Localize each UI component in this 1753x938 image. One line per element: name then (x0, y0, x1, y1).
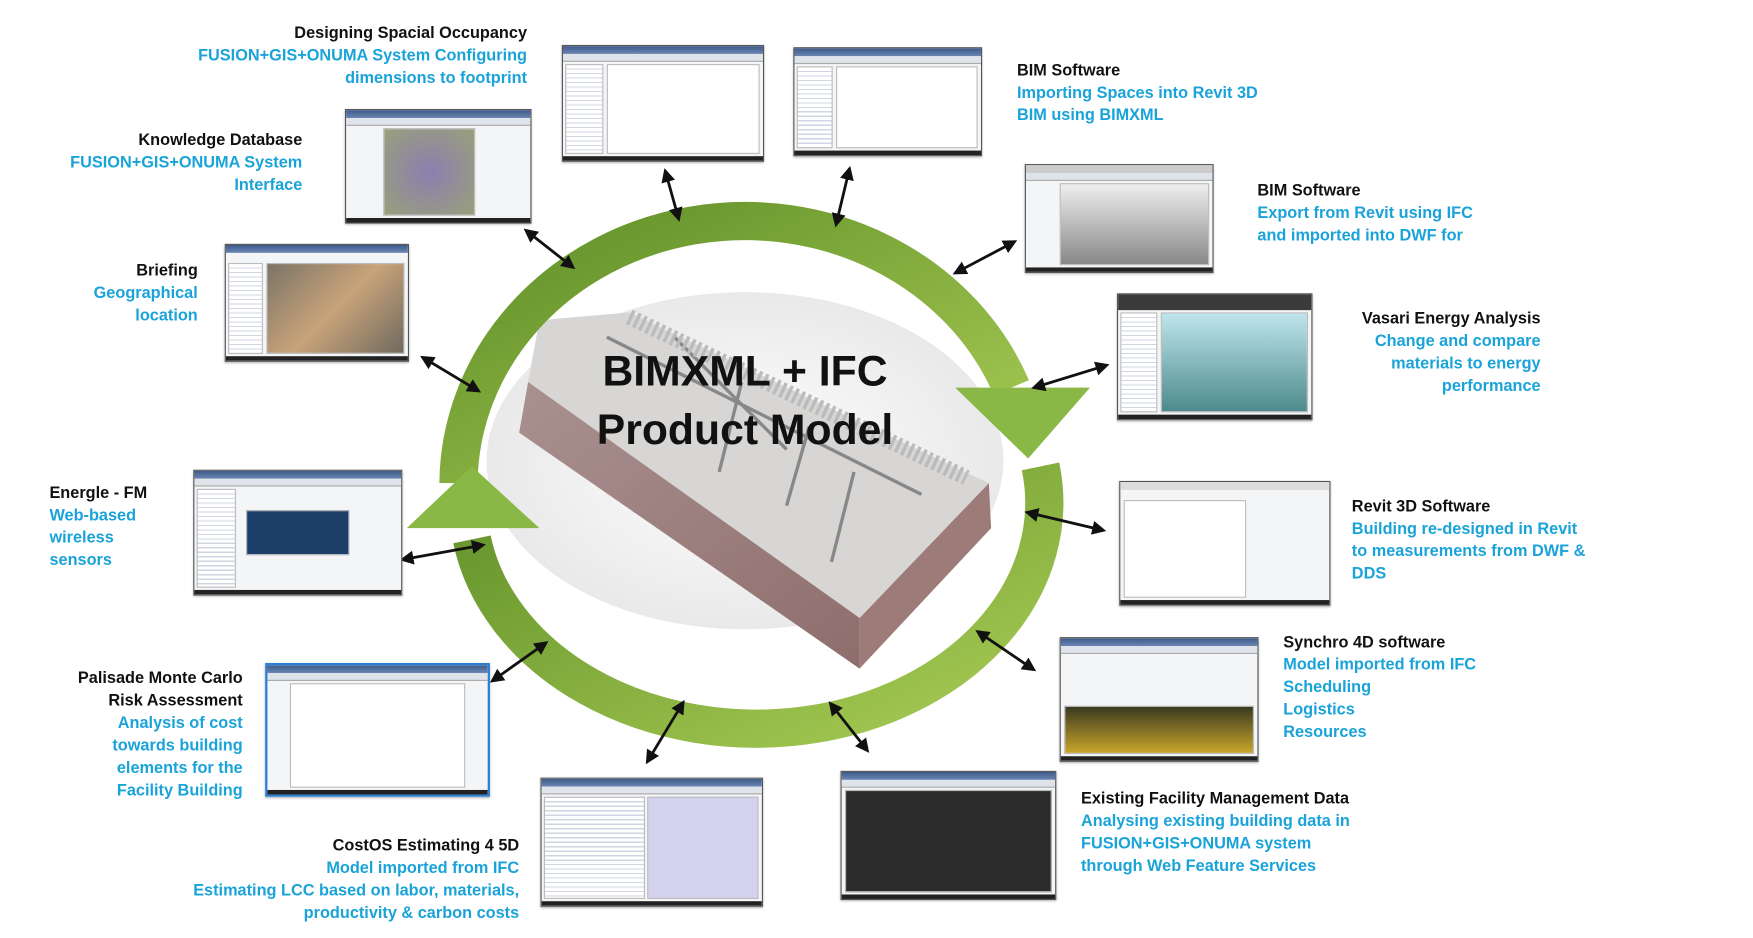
node-designing-spacial-occupancy: Designing Spacial Occupancy FUSION+GIS+O… (198, 22, 527, 89)
node-revit-3d-software: Revit 3D Software Building re-designed i… (1352, 496, 1586, 586)
node-existing-fm-data: Existing Facility Management Data Analys… (1081, 788, 1350, 878)
node-title: BIM Software (1257, 182, 1361, 201)
node-desc: BIM using BIMXML (1016, 106, 1164, 125)
node-desc: wireless (49, 529, 114, 548)
node-desc: Scheduling (1283, 678, 1372, 697)
node-vasari-energy-analysis: Vasari Energy Analysis Change and compar… (1362, 308, 1541, 398)
node-desc: FUSION+GIS+ONUMA System Configuring (198, 47, 528, 66)
node-title: Synchro 4D software (1283, 633, 1446, 652)
node-title: Energle - FM (49, 484, 148, 503)
screenshot-energle-fm (193, 469, 403, 596)
node-desc: Estimating LCC based on labor, materials… (193, 882, 520, 901)
node-bim-software-ifc: BIM Software Export from Revit using IFC… (1257, 180, 1472, 247)
screenshot-revit-3d (1119, 480, 1331, 606)
node-palisade-monte-carlo: Palisade Monte Carlo Risk Assessment Ana… (78, 667, 243, 802)
node-desc: towards building (112, 737, 243, 756)
screenshot-briefing-map (224, 243, 410, 362)
node-desc: productivity & carbon costs (303, 904, 520, 923)
screenshot-synchro-4d (1059, 637, 1259, 762)
ring-arrowhead-left (406, 466, 540, 529)
node-desc: dimensions to footprint (345, 69, 528, 88)
node-title: Briefing (136, 261, 198, 280)
center-title-line2: Product Model (596, 406, 894, 454)
node-energle-fm: Energle - FM Web-based wireless sensors (49, 482, 147, 572)
node-desc: Facility Building (116, 782, 243, 801)
node-desc: Analysis of cost (117, 714, 243, 733)
node-title: Palisade Monte Carlo (77, 669, 243, 688)
node-desc: sensors (49, 551, 112, 570)
connector-arrows (399, 165, 1110, 765)
screenshot-costos-estimating (540, 777, 763, 907)
node-title: Designing Spacial Occupancy (294, 24, 528, 43)
node-costos-estimating: CostOS Estimating 4 5D Model imported fr… (193, 835, 519, 925)
node-desc: location (135, 306, 198, 325)
node-title: Revit 3D Software (1351, 497, 1491, 516)
node-knowledge-database: Knowledge Database FUSION+GIS+ONUMA Syst… (70, 129, 302, 196)
ring-arrow-bottom (453, 462, 1064, 748)
ring-arrow-top (439, 201, 1029, 484)
center-title-line1: BIMXML + IFC (602, 348, 888, 396)
node-title: BIM Software (1016, 61, 1121, 80)
node-desc: Interface (234, 176, 303, 195)
node-desc: elements for the (116, 759, 243, 778)
node-desc: Change and compare (1374, 332, 1541, 351)
node-desc: Analysing existing building data in (1080, 812, 1350, 831)
node-desc: Building re-designed in Revit (1351, 520, 1578, 539)
screenshot-spacial-occupancy (561, 44, 765, 162)
node-desc: Geographical (93, 284, 198, 303)
node-title: Knowledge Database (138, 131, 303, 150)
screenshot-palisade-risk (265, 662, 490, 797)
ring-arrowhead-right (955, 387, 1090, 459)
node-desc: Web-based (49, 506, 137, 525)
node-desc: Resources (1283, 723, 1367, 742)
node-desc: DDS (1351, 565, 1387, 584)
node-desc: Logistics (1283, 701, 1355, 720)
node-desc: Importing Spaces into Revit 3D (1016, 84, 1258, 103)
node-title: Vasari Energy Analysis (1361, 310, 1541, 329)
node-desc: FUSION+GIS+ONUMA system (1080, 834, 1312, 853)
screenshot-vasari-energy (1116, 293, 1313, 421)
building-model-image (486, 292, 1004, 669)
node-briefing: Briefing Geographical location (94, 260, 198, 327)
screenshot-existing-fm-data (840, 770, 1057, 901)
node-title: CostOS Estimating 4 5D (332, 837, 520, 856)
screenshot-bim-ifc-export (1024, 164, 1214, 274)
screenshot-bim-bimxml (793, 47, 983, 157)
node-desc: through Web Feature Services (1080, 857, 1317, 876)
node-title: Existing Facility Management Data (1080, 789, 1350, 808)
node-desc: to measurements from DWF & (1351, 542, 1586, 561)
node-desc: and imported into DWF for (1257, 226, 1463, 245)
node-desc: Model imported from IFC (1283, 656, 1477, 675)
node-desc: performance (1441, 377, 1541, 396)
screenshot-knowledge-database (344, 108, 532, 224)
node-bim-software-bimxml: BIM Software Importing Spaces into Revit… (1017, 60, 1258, 127)
node-desc: FUSION+GIS+ONUMA System (70, 153, 303, 172)
node-desc: Export from Revit using IFC (1257, 204, 1473, 223)
node-synchro-4d: Synchro 4D software Model imported from … (1283, 632, 1476, 744)
node-desc: materials to energy (1391, 355, 1541, 374)
node-title-line2: Risk Assessment (108, 692, 243, 711)
node-desc: Model imported from IFC (326, 859, 520, 878)
